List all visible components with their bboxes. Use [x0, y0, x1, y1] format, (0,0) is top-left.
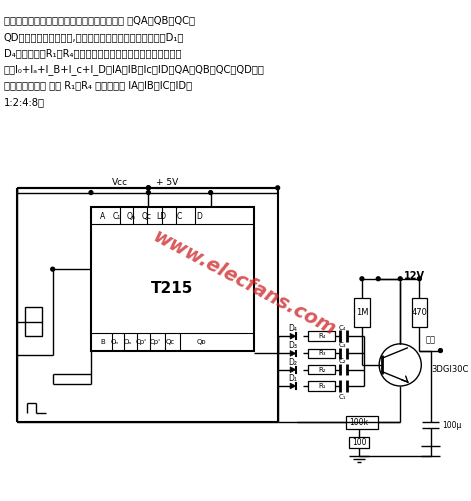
- Circle shape: [439, 349, 442, 353]
- Text: 时，计数器工作在加法计数状态。这时输入端 和QA、QB、QC及: 时，计数器工作在加法计数状态。这时输入端 和QA、QB、QC及: [4, 16, 195, 26]
- Text: 输出: 输出: [426, 336, 436, 345]
- Text: C₁: C₁: [113, 212, 121, 221]
- Circle shape: [89, 191, 93, 194]
- Text: 1M: 1M: [356, 308, 368, 317]
- Circle shape: [276, 186, 280, 190]
- Text: Qᴄ: Qᴄ: [141, 212, 152, 221]
- Circle shape: [146, 186, 150, 190]
- Circle shape: [376, 277, 380, 281]
- Text: Oₐ: Oₐ: [123, 339, 131, 345]
- Text: 100: 100: [352, 438, 366, 447]
- Text: 12V: 12V: [404, 271, 425, 281]
- Text: R₃: R₃: [318, 350, 325, 356]
- Bar: [349, 437, 369, 448]
- Text: C₁: C₁: [339, 393, 347, 399]
- Text: Qᴅ: Qᴅ: [196, 339, 206, 345]
- Text: R₄: R₄: [318, 333, 325, 339]
- Text: D₄: D₄: [289, 324, 297, 333]
- Text: LD: LD: [156, 212, 166, 221]
- Text: D: D: [196, 212, 202, 221]
- Text: B: B: [100, 339, 105, 345]
- Text: C: C: [177, 212, 182, 221]
- Bar: [25, 308, 42, 336]
- Text: D₃: D₃: [289, 341, 298, 350]
- Text: 100k: 100k: [349, 418, 368, 427]
- Text: Qₙ: Qₙ: [127, 212, 136, 221]
- Bar: [309, 381, 335, 391]
- Polygon shape: [290, 383, 296, 389]
- Bar: [346, 416, 378, 429]
- Text: Cp': Cp': [150, 339, 161, 345]
- Text: + 5V: + 5V: [156, 178, 179, 187]
- Bar: [309, 349, 335, 358]
- Circle shape: [51, 267, 55, 271]
- Text: 100μ: 100μ: [442, 421, 462, 430]
- Text: QD之间互为二分频关系,四个输出端再分别通过隔离二极管D₁～: QD之间互为二分频关系,四个输出端再分别通过隔离二极管D₁～: [4, 32, 184, 42]
- Text: C₄: C₄: [339, 325, 347, 331]
- Bar: [412, 298, 427, 327]
- Text: D₁: D₁: [289, 374, 297, 383]
- Text: 对应。调整偏流 电阻 R₁～R₄ 的阻值，使 IA：IB：IC：ID＝: 对应。调整偏流 电阻 R₁～R₄ 的阻值，使 IA：IB：IC：ID＝: [4, 81, 192, 91]
- Bar: [309, 365, 335, 374]
- Text: Oₙ: Oₙ: [111, 339, 119, 345]
- Circle shape: [146, 191, 150, 194]
- Bar: [354, 298, 370, 327]
- Text: R₁: R₁: [318, 383, 325, 389]
- Text: 流为I₀+Iₐ+I_B+I_c+I_D。IA、IB、Ic、ID与QA、QB、QC、QD一一: 流为I₀+Iₐ+I_B+I_c+I_D。IA、IB、Ic、ID与QA、QB、QC…: [4, 64, 265, 75]
- Text: R₂: R₂: [318, 367, 325, 373]
- Circle shape: [209, 191, 212, 194]
- Circle shape: [417, 277, 421, 281]
- Text: 470: 470: [412, 308, 427, 317]
- Circle shape: [146, 186, 150, 190]
- Bar: [91, 207, 254, 351]
- Text: Qᴄ: Qᴄ: [166, 339, 175, 345]
- Circle shape: [360, 277, 364, 281]
- Text: 1:2:4:8。: 1:2:4:8。: [4, 97, 45, 107]
- Text: Vcc: Vcc: [112, 178, 128, 187]
- Bar: [309, 331, 335, 341]
- Text: D₂: D₂: [289, 358, 298, 367]
- Text: T215: T215: [151, 281, 194, 296]
- Polygon shape: [290, 333, 296, 339]
- Polygon shape: [290, 367, 296, 373]
- Text: C₃: C₃: [339, 342, 347, 348]
- Text: D₄和偏流电阻R₁～R₄加到输出合成晶体三极管的基极，基极电: D₄和偏流电阻R₁～R₄加到输出合成晶体三极管的基极，基极电: [4, 48, 181, 58]
- Text: C₂: C₂: [339, 358, 347, 364]
- Text: www.elecfans.com: www.elecfans.com: [149, 227, 339, 340]
- Text: Cp': Cp': [135, 339, 146, 345]
- Text: 3DGI30C: 3DGI30C: [431, 365, 468, 374]
- Circle shape: [398, 277, 402, 281]
- Polygon shape: [290, 351, 296, 356]
- Text: A: A: [100, 212, 105, 221]
